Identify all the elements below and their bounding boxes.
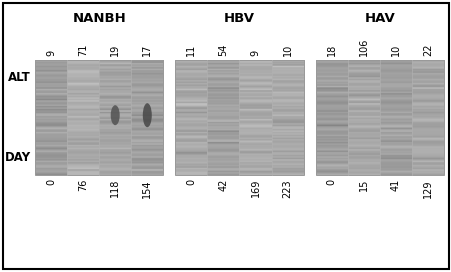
Text: 18: 18 [326,44,336,56]
Text: 0: 0 [326,179,336,185]
Text: HAV: HAV [364,13,394,26]
Text: 71: 71 [78,44,88,56]
Bar [35,60,163,175]
Text: 22: 22 [422,44,432,56]
Text: 10: 10 [282,44,292,56]
Ellipse shape [110,105,120,125]
Text: 9: 9 [46,50,56,56]
Text: ALT: ALT [8,71,31,84]
Text: 169: 169 [250,179,260,197]
Text: 0: 0 [46,179,56,185]
Text: 19: 19 [110,44,120,56]
Text: 17: 17 [142,44,152,56]
Text: 223: 223 [282,179,292,198]
Text: 154: 154 [142,179,152,197]
Text: 106: 106 [358,38,368,56]
FancyBboxPatch shape [3,3,448,269]
Text: 54: 54 [218,44,228,56]
Text: 10: 10 [390,44,400,56]
Text: 118: 118 [110,179,120,197]
Text: 76: 76 [78,179,88,191]
Ellipse shape [143,103,152,127]
Text: 41: 41 [390,179,400,191]
Bar [315,60,443,175]
Text: DAY: DAY [5,151,31,164]
Text: HBV: HBV [224,13,254,26]
Text: 0: 0 [186,179,196,185]
Text: 15: 15 [358,179,368,191]
Text: 11: 11 [186,44,196,56]
Text: 42: 42 [218,179,228,191]
Text: NANBH: NANBH [72,13,126,26]
Text: 9: 9 [250,50,260,56]
Text: 129: 129 [422,179,432,197]
Bar [175,60,303,175]
